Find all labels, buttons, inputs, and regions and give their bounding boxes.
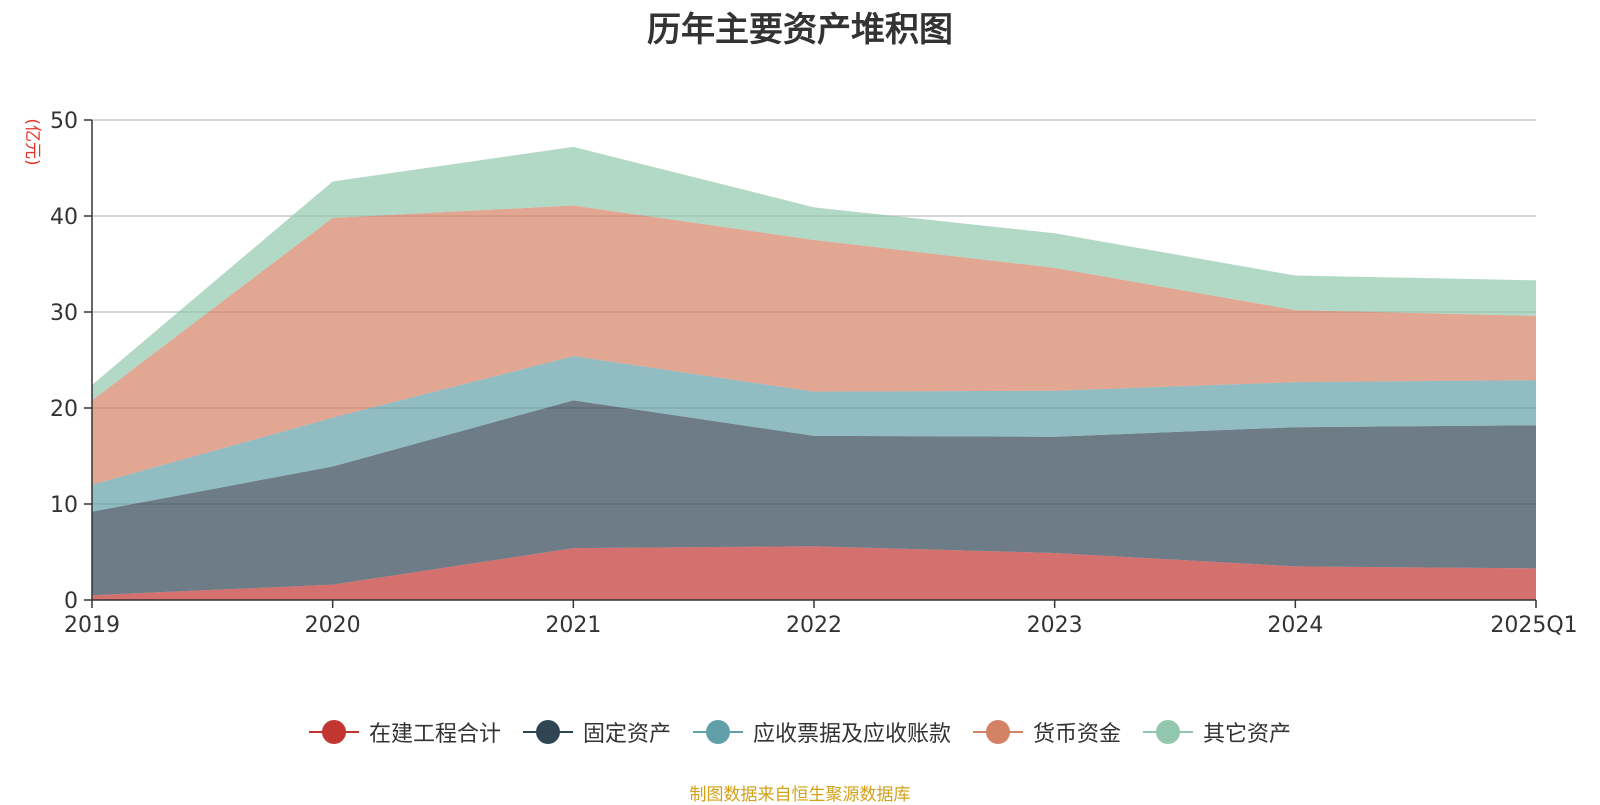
series-area-4[interactable]: [92, 146, 1536, 401]
y-tick-label: 30: [50, 301, 78, 326]
chart-legend: 在建工程合计 固定资产 应收票据及应收账款 货币资金 其它资产: [0, 716, 1600, 748]
chart-plot: 0 10 20 30 40 50 2019 2020 2021 2022 2023 2024 2025Q…: [22, 109, 1578, 638]
source-note: 制图数据来自恒生聚源数据库: [689, 785, 911, 805]
legend-item-1[interactable]: 固定资产: [522, 716, 671, 748]
y-tick-label: 0: [64, 589, 78, 614]
legend-label: 在建工程合计: [368, 722, 501, 747]
series-area-3[interactable]: [92, 205, 1536, 485]
legend-marker-icon: [522, 720, 573, 744]
y-tick-label: 10: [50, 493, 78, 518]
area-layer: [92, 146, 1536, 600]
x-tick-label: 2021: [545, 613, 601, 638]
legend-label: 固定资产: [582, 722, 671, 747]
legend-item-4[interactable]: 其它资产: [1143, 716, 1291, 748]
y-tick-label: 20: [50, 397, 78, 422]
series-area-0[interactable]: [92, 546, 1536, 600]
x-tick-label: 2024: [1267, 613, 1323, 638]
legend-marker-icon: [308, 720, 359, 744]
legend-marker-icon: [973, 720, 1023, 744]
legend-marker-icon: [1143, 720, 1194, 744]
x-tick-label: 2025Q1: [1490, 613, 1577, 638]
axis-layer: 0 10 20 30 40 50 2019 2020 2021 2022 2023 2024 2025Q…: [50, 109, 1578, 638]
legend-marker-icon: [692, 720, 743, 744]
legend-label: 应收票据及应收账款: [752, 722, 951, 747]
legend-item-0[interactable]: 在建工程合计: [308, 716, 501, 748]
y-tick-label: 50: [50, 109, 78, 134]
x-tick-label: 2020: [305, 613, 361, 638]
x-tick-label: 2019: [64, 613, 120, 638]
x-tick-label: 2023: [1027, 613, 1083, 638]
legend-item-3[interactable]: 货币资金: [973, 716, 1121, 748]
chart-title: 历年主要资产堆积图: [647, 10, 953, 50]
series-area-2[interactable]: [92, 356, 1536, 512]
series-area-1[interactable]: [92, 400, 1536, 596]
legend-label: 其它资产: [1203, 722, 1292, 747]
legend-item-2[interactable]: 应收票据及应收账款: [692, 716, 951, 748]
legend-label: 货币资金: [1033, 722, 1122, 747]
x-tick-label: 2022: [786, 613, 842, 638]
y-axis-unit-label: (亿元): [22, 118, 42, 165]
y-tick-label: 40: [50, 205, 78, 230]
